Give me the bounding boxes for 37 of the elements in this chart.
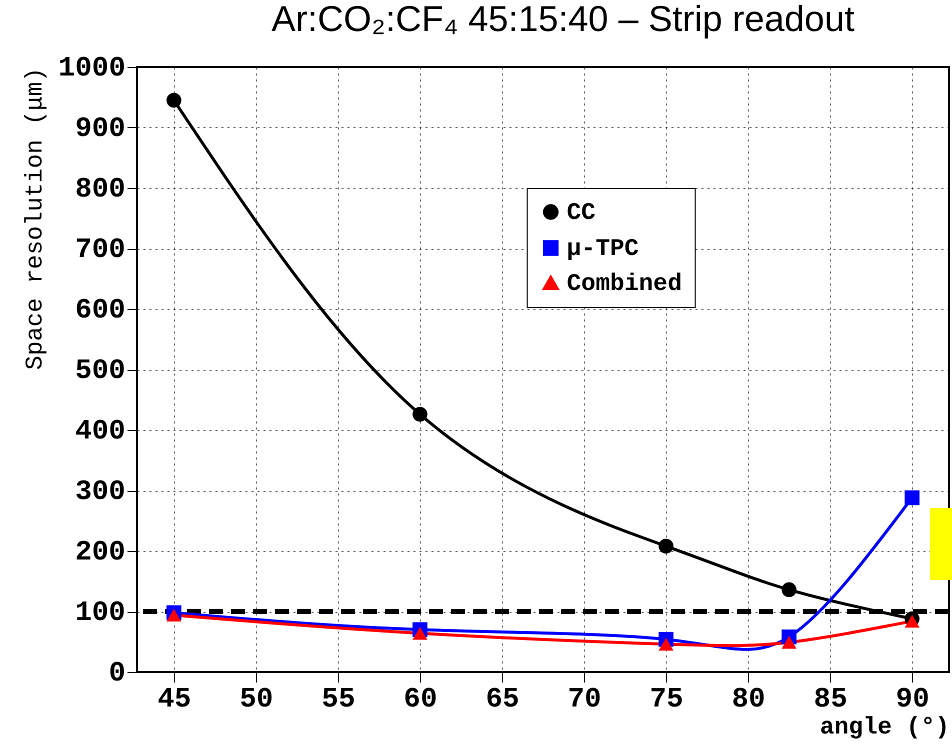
point bbox=[166, 92, 182, 108]
point bbox=[412, 406, 428, 422]
x-tick-label: 85 bbox=[814, 684, 848, 716]
chart-title: Ar:CO₂:CF₄ 45:15:40 – Strip readout bbox=[272, 0, 854, 39]
x-axis-title: angle (°) bbox=[820, 714, 950, 742]
y-tick-label: 100 bbox=[75, 598, 126, 629]
y-tick-label: 700 bbox=[75, 235, 126, 266]
y-axis-title: Space resolution (μm) bbox=[22, 68, 50, 370]
y-tick-label: 600 bbox=[75, 296, 126, 326]
point bbox=[658, 638, 674, 651]
point bbox=[658, 538, 674, 554]
x-tick-label: 75 bbox=[650, 684, 684, 716]
y-tick-label: 1000 bbox=[58, 54, 126, 84]
y-tick-label: 900 bbox=[75, 114, 126, 145]
point bbox=[782, 582, 796, 598]
x-tick-label: 45 bbox=[158, 684, 192, 716]
x-tick-label: 60 bbox=[404, 684, 438, 716]
y-tick-label: 500 bbox=[75, 356, 126, 387]
point bbox=[412, 626, 428, 640]
point bbox=[782, 636, 796, 649]
legend-label: Combined bbox=[566, 271, 682, 298]
legend-label: CC bbox=[566, 200, 596, 227]
y-tick-label: 300 bbox=[75, 477, 126, 508]
point bbox=[166, 608, 182, 622]
x-tick-label: 90 bbox=[896, 684, 930, 716]
x-tick-label: 50 bbox=[240, 684, 274, 716]
y-tick-label: 200 bbox=[75, 538, 126, 568]
y-tick-label: 800 bbox=[75, 174, 126, 206]
x-tick-label: 55 bbox=[322, 684, 356, 716]
x-tick-label: 80 bbox=[732, 684, 766, 716]
point bbox=[904, 490, 920, 506]
point bbox=[904, 614, 920, 628]
y-tick-label: 0 bbox=[108, 658, 126, 690]
y-tick-label: 400 bbox=[75, 416, 126, 448]
legend-label: μ-TPC bbox=[566, 236, 639, 263]
x-tick-label: 65 bbox=[486, 684, 520, 716]
x-tick-label: 70 bbox=[568, 684, 602, 716]
